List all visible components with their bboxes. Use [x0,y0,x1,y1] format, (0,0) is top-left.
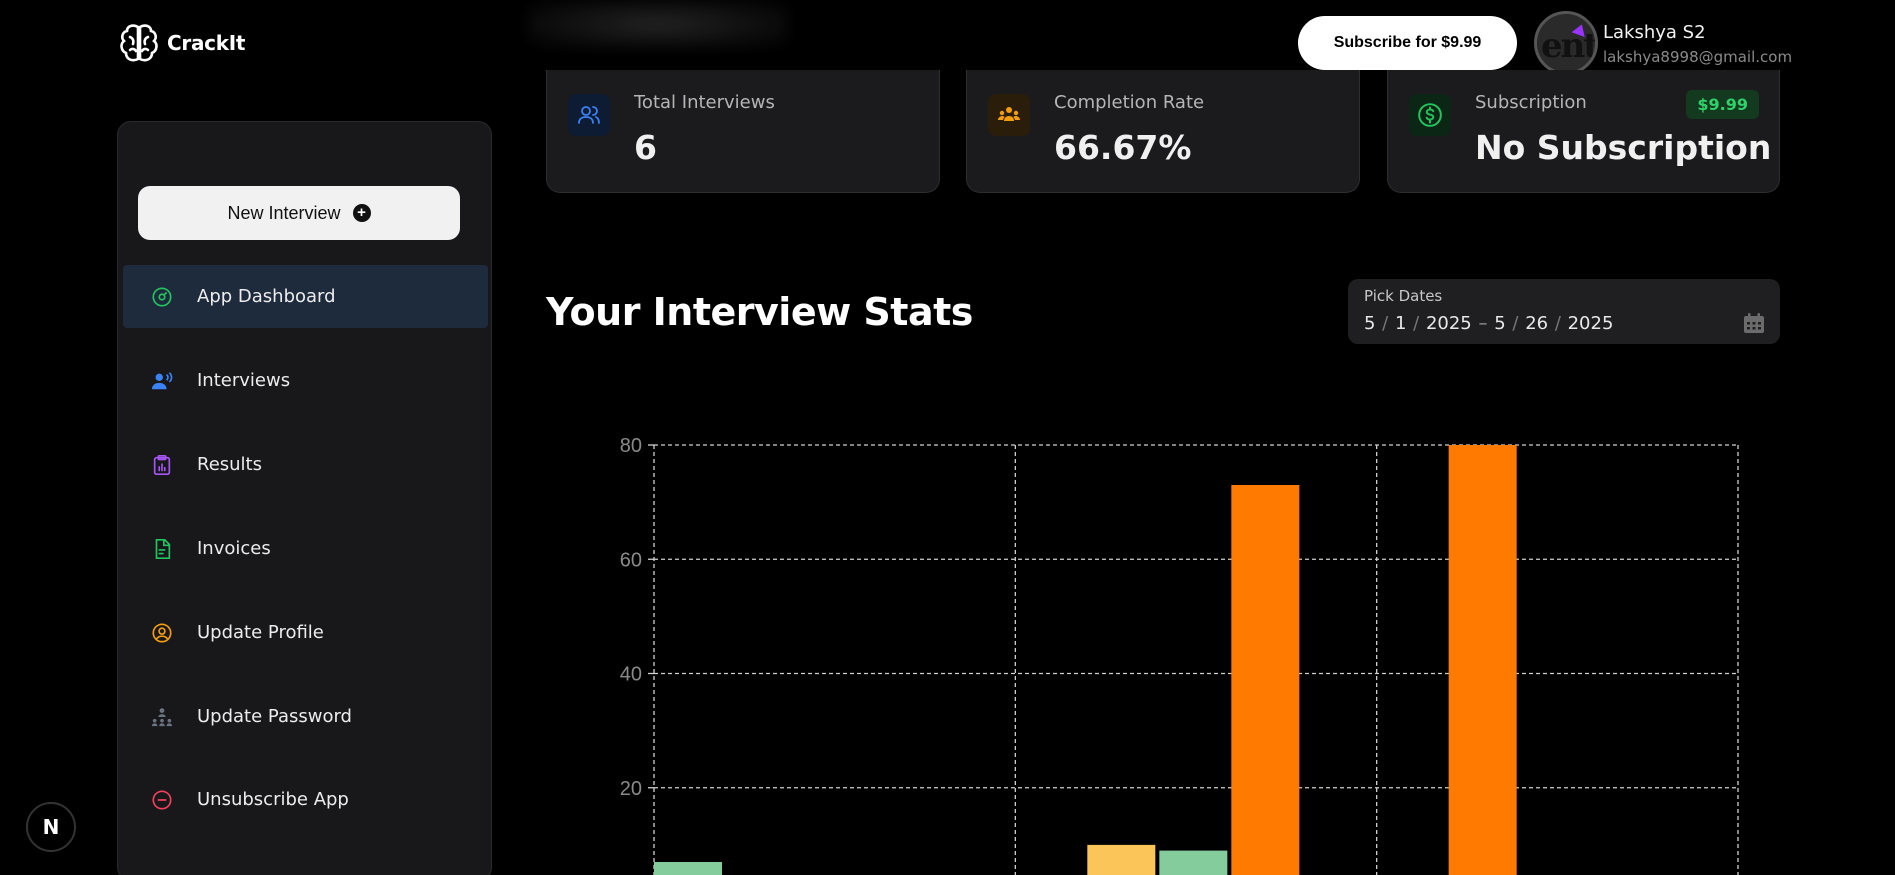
chart-bar [1087,844,1156,875]
date-range-value[interactable]: 5 / 1 / 2025 – 5 / 26 / 2025 [1364,313,1614,334]
avatar-text: ent [1541,26,1598,66]
dollar-circle-icon [1409,94,1451,136]
end-year[interactable]: 2025 [1567,313,1614,334]
calendar-icon[interactable] [1742,311,1766,339]
avatar[interactable]: ent [1534,11,1598,75]
start-month[interactable]: 5 [1364,313,1376,334]
clipboard-chart-icon [151,454,173,476]
stat-card-completion-rate: Completion Rate 66.67% [966,70,1360,193]
end-month[interactable]: 5 [1494,313,1506,334]
network-icon [151,706,173,728]
person-voice-icon [151,370,173,392]
sidebar-item-label: Invoices [197,538,271,559]
user-circle-icon [151,622,173,644]
sidebar-item-update-profile[interactable]: Update Profile [123,601,488,664]
sidebar-item-label: App Dashboard [197,286,336,307]
brain-logo-icon [120,24,158,62]
sidebar-item-label: Update Profile [197,622,324,643]
sidebar-item-label: Interviews [197,370,291,391]
brand-name: CrackIt [167,31,246,55]
new-interview-button[interactable]: New Interview + [138,186,460,240]
interview-stats-chart: 20 40 60 80 [620,435,1739,875]
y-tick-label: 20 [620,778,642,800]
y-tick-label: 80 [620,435,642,457]
new-interview-label: New Interview [227,202,341,223]
sidebar-item-app-dashboard[interactable]: App Dashboard [123,265,488,328]
sidebar-item-interviews[interactable]: Interviews [123,349,488,412]
chart-bar [1448,445,1517,875]
user-name: Lakshya S2 [1603,22,1706,43]
stat-value: 6 [634,128,657,167]
stat-card-subscription: Subscription No Subscription $9.99 [1387,70,1780,193]
minus-circle-icon [151,789,173,811]
sidebar-item-update-password[interactable]: Update Password [123,685,488,748]
chart-bar [654,862,722,875]
end-day[interactable]: 26 [1525,313,1549,334]
next-dev-indicator-button[interactable]: N [26,802,76,852]
y-tick-label: 60 [620,549,642,571]
start-day[interactable]: 1 [1394,313,1407,334]
stat-label: Total Interviews [634,92,775,113]
stat-label: Completion Rate [1054,92,1205,113]
price-badge: $9.99 [1686,90,1759,119]
header-blur-element [528,0,788,48]
sidebar-item-invoices[interactable]: Invoices [123,517,488,580]
date-range-picker[interactable]: Pick Dates 5 / 1 / 2025 – 5 / 26 / 2025 [1348,279,1780,344]
sidebar-item-label: Unsubscribe App [197,789,349,810]
dashboard-icon [151,286,173,308]
group-icon [988,94,1030,136]
user-email: lakshya8998@gmail.com [1603,48,1793,66]
start-year[interactable]: 2025 [1425,313,1472,334]
chart-bar [1159,850,1228,875]
sidebar-item-label: Update Password [197,706,352,727]
stat-card-total-interviews: Total Interviews 6 [546,70,940,193]
sidebar-item-results[interactable]: Results [123,433,488,496]
sidebar-item-label: Results [197,454,262,475]
users-icon [568,94,610,136]
document-icon [151,538,173,560]
sidebar-item-unsubscribe-app[interactable]: Unsubscribe App [123,768,488,831]
stat-value: No Subscription [1475,128,1772,167]
y-tick-label: 40 [620,664,642,686]
date-picker-label: Pick Dates [1364,287,1443,305]
plus-circle-icon: + [352,204,371,222]
stat-label: Subscription [1475,92,1587,113]
sidebar: New Interview + App Dashboard Interviews… [117,121,492,875]
page-title: Your Interview Stats [546,290,973,334]
stat-value: 66.67% [1054,128,1192,167]
chart-bar [1231,484,1300,875]
brand[interactable]: CrackIt [119,22,245,64]
subscribe-button[interactable]: Subscribe for $9.99 [1298,16,1517,70]
